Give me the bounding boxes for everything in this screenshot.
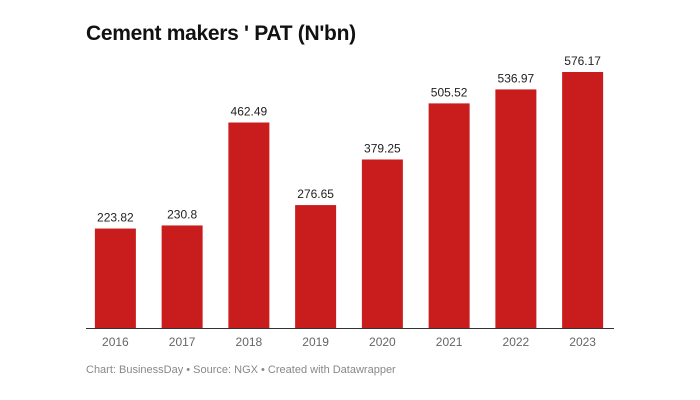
data-label: 276.65 — [297, 187, 334, 201]
x-tick-label: 2016 — [102, 335, 129, 349]
x-tick-label: 2020 — [369, 335, 396, 349]
x-tick-label: 2021 — [436, 335, 463, 349]
data-label: 230.8 — [167, 207, 197, 221]
chart-title: Cement makers ' PAT (N'bn) — [86, 22, 356, 45]
bar-2018 — [228, 122, 270, 328]
data-label: 462.49 — [231, 105, 268, 119]
bar-2016 — [94, 228, 136, 328]
x-tick-label: 2019 — [302, 335, 329, 349]
data-label: 505.52 — [431, 85, 468, 99]
bar-2017 — [161, 225, 203, 328]
x-tick-label: 2017 — [169, 335, 196, 349]
bar-2023 — [562, 72, 604, 328]
bar-2021 — [428, 103, 470, 328]
data-label: 536.97 — [498, 71, 535, 85]
data-label: 576.17 — [564, 54, 601, 68]
data-label: 223.82 — [97, 211, 134, 225]
bar-2022 — [495, 89, 537, 328]
x-tick-label: 2022 — [503, 335, 530, 349]
bar-2019 — [295, 205, 337, 328]
x-tick-label: 2023 — [569, 335, 596, 349]
chart-footer: Chart: BusinessDay • Source: NGX • Creat… — [86, 364, 396, 376]
bar-2020 — [361, 159, 403, 328]
data-label: 379.25 — [364, 141, 401, 155]
x-tick-label: 2018 — [236, 335, 263, 349]
